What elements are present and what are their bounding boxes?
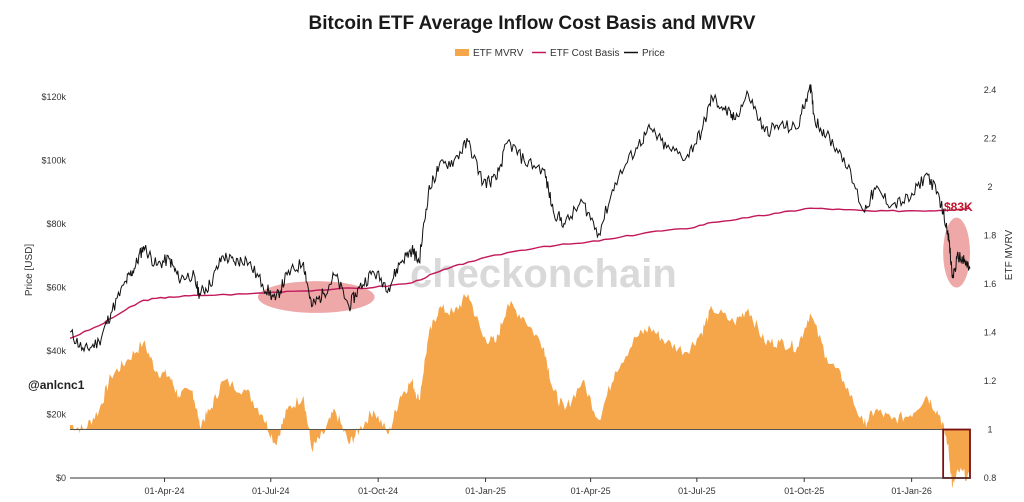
x-tick-label: 01-Apr-24 <box>145 486 185 496</box>
legend-mvrv-label: ETF MVRV <box>473 48 524 59</box>
cost-basis-layer <box>69 207 971 339</box>
x-axis: 01-Apr-24 01-Jul-24 01-Oct-24 01-Jan-25 01-A… <box>145 478 932 496</box>
y2-tick-label: 0.8 <box>984 473 997 483</box>
y2-tick-label: 2.2 <box>984 134 997 144</box>
y2-axis-title: ETF MVRV <box>1004 229 1015 280</box>
y-tick-label: $120k <box>41 92 66 102</box>
y-axis-right: 0.8 1 1.2 1.4 1.6 1.8 2 2.2 2.4 <box>984 85 997 483</box>
mvrv-area <box>70 293 970 488</box>
x-tick-label: 01-Apr-25 <box>571 486 611 496</box>
mvrv-area-layer <box>70 293 970 488</box>
x-tick-label: 01-Oct-24 <box>358 486 398 496</box>
y2-tick-label: 1.6 <box>984 279 997 289</box>
legend-mvrv-swatch <box>455 49 469 56</box>
x-tick-label: 01-Jan-25 <box>465 486 506 496</box>
y-tick-label: $40k <box>46 346 66 356</box>
y2-tick-label: 1.2 <box>984 376 997 386</box>
y2-tick-label: 1 <box>987 425 992 435</box>
watermark-checkonchain: checkonchain <box>410 252 677 296</box>
y-axis-title: Price [USD] <box>24 244 35 296</box>
author-handle: @anlcnc1 <box>28 378 85 392</box>
x-tick-label: 01-Oct-25 <box>784 486 824 496</box>
y-tick-label: $100k <box>41 156 66 166</box>
y-tick-label: $0 <box>56 473 66 483</box>
legend-price-label: Price <box>642 48 665 59</box>
x-tick-label: 01-Jul-25 <box>678 486 716 496</box>
y2-tick-label: 2 <box>987 182 992 192</box>
chart-title: Bitcoin ETF Average Inflow Cost Basis an… <box>309 13 756 34</box>
price-line <box>69 84 971 353</box>
y-tick-label: $60k <box>46 283 66 293</box>
y2-tick-label: 1.4 <box>984 328 997 338</box>
x-tick-label: 01-Jul-24 <box>252 486 290 496</box>
annotation-83k: $83K <box>944 200 973 214</box>
y2-tick-label: 1.8 <box>984 231 997 241</box>
x-tick-label: 01-Jan-26 <box>891 486 932 496</box>
cost-basis-line <box>69 207 971 339</box>
plot-area <box>69 84 971 488</box>
y-tick-label: $20k <box>46 410 66 420</box>
price-layer <box>69 84 971 353</box>
highlight-ellipse-1 <box>943 217 970 288</box>
y2-tick-label: 2.4 <box>984 85 997 95</box>
legend-cost-basis-label: ETF Cost Basis <box>550 48 619 59</box>
legend: ETF MVRV ETF Cost Basis Price <box>455 48 665 59</box>
y-axis-left: $0 $20k $40k $60k $80k $100k $120k <box>41 92 66 483</box>
y-tick-label: $80k <box>46 219 66 229</box>
